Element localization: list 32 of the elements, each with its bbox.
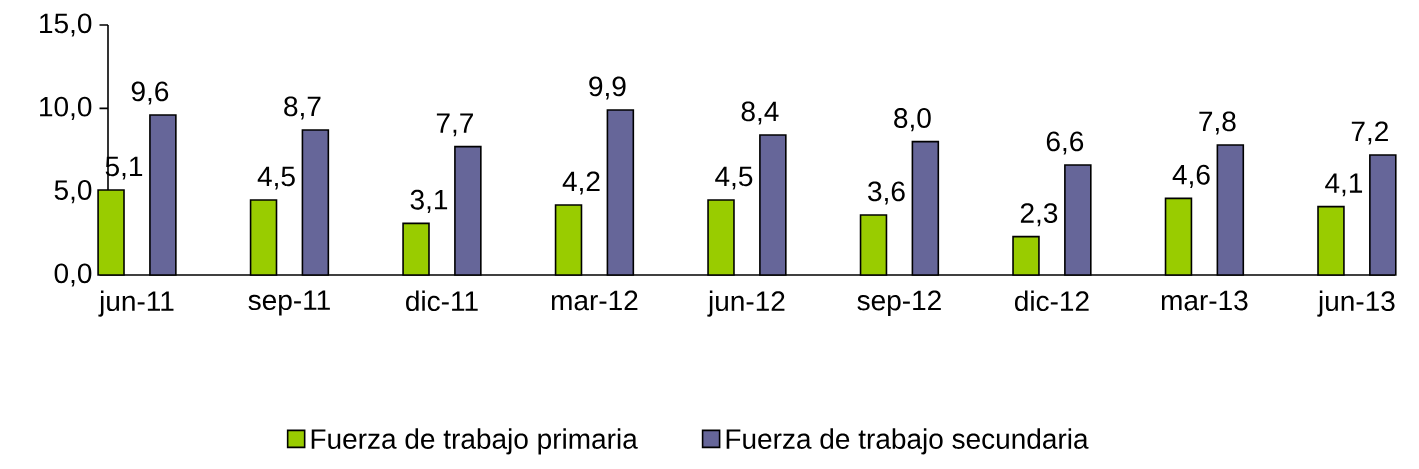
x-tick-label: sep-12: [857, 290, 941, 316]
data-label: 4,1: [1325, 173, 1363, 197]
data-label: 4,6: [1172, 164, 1210, 188]
x-tick-label: dic-11: [406, 290, 478, 312]
x-tick-label: jun-11: [98, 290, 174, 317]
x-tick-label: jun-13: [1317, 290, 1395, 317]
data-label: 9,9: [589, 76, 626, 100]
data-label: 8,4: [741, 101, 779, 125]
y-tick-label: 10,0: [40, 96, 92, 120]
data-label: 7,7: [436, 113, 473, 137]
data-label: 8,7: [284, 96, 321, 120]
x-tick-label: mar-12: [551, 290, 638, 311]
data-label: 7,8: [1199, 111, 1236, 135]
x-tick-label: dic-12: [1014, 290, 1089, 312]
data-label: 4,5: [257, 166, 295, 190]
y-tick-label: 15,0: [40, 13, 92, 37]
x-tick-label: mar-13: [1161, 290, 1248, 311]
data-label: 4,2: [562, 171, 600, 195]
y-tick-label: 5,0: [54, 180, 92, 204]
data-label: 4,5: [715, 166, 753, 190]
legend-label: Fuerza de trabajo secundaria: [726, 428, 1089, 455]
legend-label: Fuerza de trabajo primaria: [311, 428, 638, 455]
data-label: 9,6: [131, 81, 169, 105]
data-label: 8,0: [894, 108, 931, 132]
data-label: 2,3: [1020, 203, 1058, 227]
data-label: 7,2: [1351, 121, 1388, 145]
y-tick-label: 0,0: [54, 263, 92, 287]
data-label: 6,6: [1046, 131, 1084, 155]
data-label: 3,1: [410, 189, 448, 213]
data-label: 3,6: [868, 181, 905, 205]
x-tick-label: jun-12: [707, 290, 785, 317]
x-tick-label: sep-11: [248, 290, 330, 316]
